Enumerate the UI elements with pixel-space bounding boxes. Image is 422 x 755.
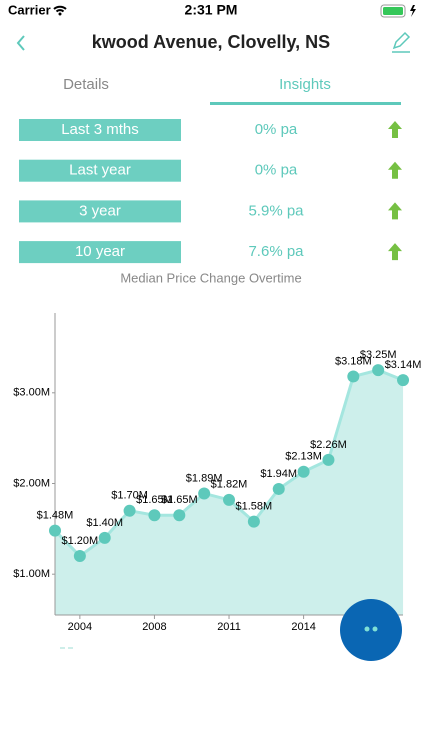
point [322, 453, 335, 466]
trend-up-icon [388, 121, 402, 138]
point [297, 465, 310, 478]
x-tick-label: 2014 [291, 621, 315, 633]
value-label: $3.14M [385, 359, 422, 371]
battery-level [383, 7, 403, 15]
tab-indicator [210, 102, 401, 105]
carrier: Carrier [8, 2, 51, 17]
stat-value: 5.9% pa [248, 202, 304, 219]
stat-label: Last 3 mths [61, 121, 139, 138]
stat-label: 10 year [75, 243, 125, 260]
tab-insights[interactable]: Insights [279, 76, 331, 93]
point [49, 524, 61, 537]
area [55, 370, 404, 615]
value-label: $1.65M [161, 494, 198, 506]
stat-value: 0% pa [255, 121, 298, 138]
point [347, 370, 360, 383]
value-label: $2.26M [310, 439, 347, 451]
stat-label-box [19, 241, 181, 264]
trend-up-icon [388, 161, 402, 179]
point [173, 509, 186, 522]
stat-label-box [19, 200, 181, 223]
x-tick-label: 2008 [142, 621, 166, 633]
point [272, 482, 285, 495]
time: 2:31 PM [185, 2, 238, 18]
point [372, 364, 385, 377]
nav-title: kwood Avenue, Clovelly, NS [92, 32, 330, 52]
value-label: $1.40M [86, 517, 123, 529]
stat-value: 0% pa [255, 162, 298, 179]
charging-icon [410, 5, 416, 17]
y-tick-label: $3.00M [13, 387, 50, 399]
edit-button[interactable] [392, 31, 411, 53]
point [397, 374, 410, 387]
x-tick-label: 2004 [68, 621, 92, 633]
fab-dot [364, 626, 370, 632]
stat-label: 3 year [79, 202, 121, 219]
value-label: $1.70M [111, 490, 148, 502]
x-tick-label: 2011 [217, 621, 241, 633]
fab-dot [372, 626, 378, 632]
point [223, 493, 236, 506]
y-tick-label: $1.00M [13, 568, 50, 580]
trend-up-icon [388, 243, 402, 261]
value-label: $1.82M [211, 479, 248, 491]
wifi-dot [58, 12, 62, 16]
value-label: $1.89M [186, 472, 223, 484]
point [247, 515, 260, 528]
point [148, 509, 161, 522]
chart-title: Median Price Change Overtime [120, 270, 301, 285]
stat-label-box [19, 159, 181, 182]
point [123, 504, 136, 517]
trend-up-icon [388, 202, 402, 220]
y-tick-label: $2.00M [13, 477, 50, 489]
value-label: $1.58M [236, 500, 273, 512]
value-label: $1.20M [62, 535, 99, 547]
point [198, 487, 211, 500]
stat-value: 7.6% pa [248, 243, 304, 260]
point [98, 531, 111, 544]
battery [380, 4, 406, 18]
point [73, 550, 86, 563]
value-label: $2.13M [285, 451, 322, 463]
stat-label-box [19, 119, 181, 141]
back-button[interactable] [16, 35, 25, 51]
wifi-icon [53, 5, 67, 13]
stat-label: Last year [69, 162, 131, 179]
fab-button[interactable] [340, 599, 402, 661]
value-label: $1.94M [260, 468, 297, 480]
tab-details[interactable]: Details [63, 76, 109, 93]
value-label: $3.25M [360, 349, 397, 361]
value-label: $1.48M [37, 510, 74, 522]
value-label: $3.18M [335, 355, 372, 367]
value-label: $1.65M [136, 494, 173, 506]
